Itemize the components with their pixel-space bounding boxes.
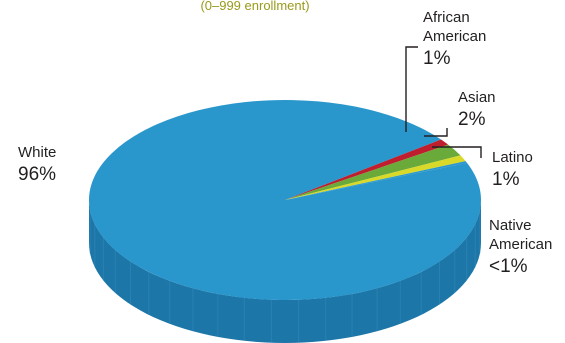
slice-label-name: American [423,28,486,45]
slice-label-african-american: African American 1% [423,9,486,69]
slice-label-name: Asian [458,89,496,106]
slice-label-name: American [489,236,552,253]
slice-label-latino: Latino 1% [492,149,533,190]
slice-label-white: White 96% [18,144,56,185]
slice-label-name: White [18,144,56,161]
slice-label-percent: <1% [489,256,528,277]
leader-line [424,128,448,137]
slice-label-name: Latino [492,149,533,166]
slice-label-percent: 1% [423,48,451,69]
slice-label-percent: 96% [18,164,56,185]
pie-slice-african-american [285,139,449,200]
pie-top-layer [88,99,481,301]
pie-slice-white [88,99,481,301]
slice-label-name: African [423,9,470,26]
leader-lines [405,46,482,158]
slice-label-name: Native [489,217,532,234]
slice-label-native-american: Native American <1% [489,217,552,277]
pie-side-white [89,200,481,343]
slice-labels: White 96% African American 1% Asian 2% Latino 1%… [18,9,552,277]
slice-label-percent: 1% [492,169,520,190]
chart-subtitle: (0–999 enrollment) [200,0,309,13]
pie-side-layer [89,200,481,343]
pie-slice-native-american [285,161,467,200]
slice-label-percent: 2% [458,109,486,130]
pie-slice-asian [285,144,461,200]
pie-slice-latino [285,155,466,200]
leader-line [432,146,482,158]
leader-line [405,46,418,132]
slice-label-asian: Asian 2% [458,89,496,130]
